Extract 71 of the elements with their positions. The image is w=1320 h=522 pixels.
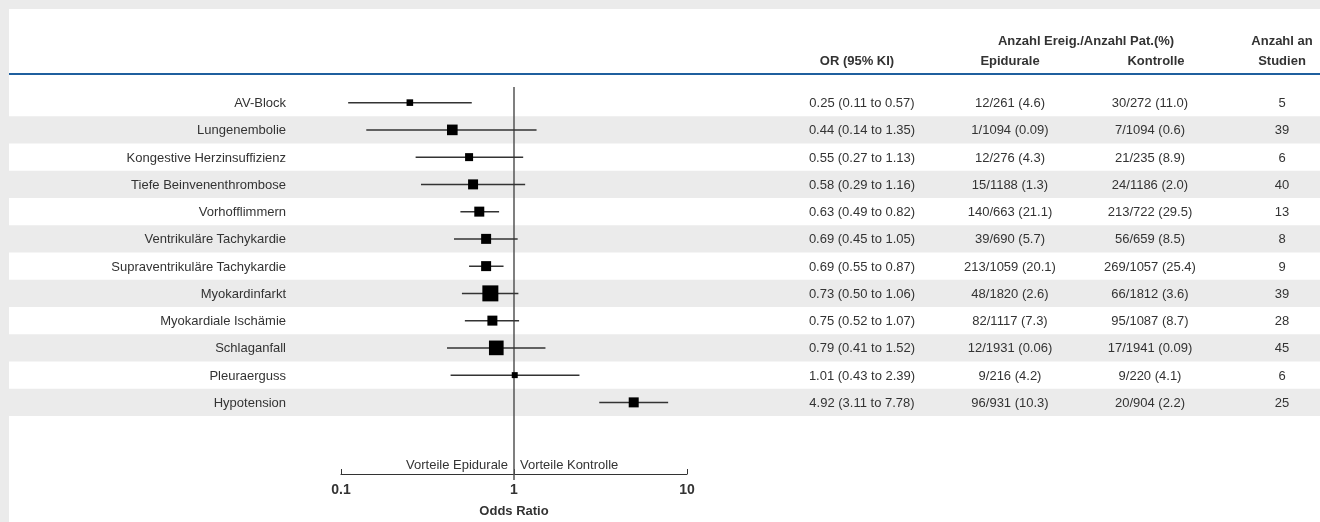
- text: Epidurale: [980, 52, 1040, 68]
- text: 45: [1274, 340, 1290, 356]
- text: Vorteile Epidurale: [406, 456, 508, 472]
- text: 12/1931 (0.06): [967, 340, 1053, 356]
- x-axis-title: Odds Ratio: [479, 503, 549, 518]
- y-tick-label: Myokardinfarkt: [200, 285, 287, 301]
- text: 5: [1278, 95, 1286, 111]
- y-tick-label: Lungenembolie: [197, 122, 286, 138]
- text: Anzahl Ereig./Anzahl Pat.(%): [997, 32, 1175, 48]
- text: Anzahl an Studien: [1251, 32, 1313, 68]
- text: 66/1812 (3.6): [1111, 285, 1189, 301]
- text: 213/722 (29.5): [1107, 204, 1193, 220]
- text: 1/1094 (0.09): [971, 122, 1049, 138]
- y-tick-label: Ventrikuläre Tachykardie: [144, 231, 286, 247]
- y-tick-label: Hypotension: [213, 394, 286, 410]
- data-label: 0.44 (0.14 to 1.35): [808, 122, 916, 138]
- data-label: 0.75 (0.52 to 1.07): [808, 313, 916, 329]
- text: 9/220 (4.1): [1118, 367, 1182, 383]
- text: 9: [1278, 258, 1286, 274]
- text: 6: [1278, 367, 1286, 383]
- data-label: 4.92 (3.11 to 7.78): [809, 394, 915, 410]
- x-tick-label: 10: [679, 481, 695, 497]
- y-tick-label: AV-Block: [234, 95, 287, 111]
- text: 213/1059 (20.1): [964, 258, 1056, 274]
- text: 12/261 (4.6): [974, 95, 1046, 111]
- text: 12/276 (4.3): [974, 149, 1046, 165]
- y-tick-label: Supraventrikuläre Tachykardie: [111, 258, 286, 274]
- text: 13: [1274, 204, 1290, 220]
- text: 39/690 (5.7): [974, 231, 1046, 247]
- text: 39: [1274, 122, 1290, 138]
- text: 9/216 (4.2): [978, 367, 1042, 383]
- y-tick-label: Pleuraerguss: [209, 367, 287, 383]
- text: 6: [1278, 149, 1286, 165]
- text: 140/663 (21.1): [967, 204, 1053, 220]
- text: 40: [1274, 176, 1290, 192]
- text: 20/904 (2.2): [1114, 394, 1186, 410]
- data-label: 0.69 (0.45 to 1.05): [808, 231, 916, 247]
- data-label: 0.79 (0.41 to 1.52): [808, 340, 916, 356]
- x-tick-label: 0.1: [331, 481, 351, 497]
- text: Kontrolle: [1127, 52, 1185, 68]
- y-tick-label: Schlaganfall: [215, 340, 287, 356]
- text: 17/1941 (0.09): [1107, 340, 1193, 356]
- x-tick-label: 1: [510, 481, 519, 497]
- text: 269/1057 (25.4): [1104, 258, 1196, 274]
- text: 28: [1274, 313, 1290, 329]
- text: 15/1188 (1.3): [971, 176, 1049, 192]
- text: 8: [1278, 231, 1286, 247]
- data-label: 1.01 (0.43 to 2.39): [808, 367, 916, 383]
- text: 82/1117 (7.3): [972, 313, 1048, 329]
- text: 56/659 (8.5): [1114, 231, 1186, 247]
- data-label: 0.73 (0.50 to 1.06): [808, 285, 916, 301]
- text: 95/1087 (8.7): [1111, 313, 1189, 329]
- data-label: 0.69 (0.55 to 0.87): [808, 258, 916, 274]
- text: Vorteile Kontrolle: [520, 456, 619, 472]
- text: 25: [1274, 394, 1290, 410]
- y-tick-label: Tiefe Beinvenenthrombose: [131, 176, 286, 192]
- y-tick-label: Myokardiale Ischämie: [160, 313, 286, 329]
- data-label: 0.58 (0.29 to 1.16): [808, 176, 916, 192]
- text: OR (95% KI): [819, 52, 895, 68]
- y-tick-label: Vorhofflimmern: [198, 204, 286, 220]
- text: 30/272 (11.0): [1111, 95, 1189, 111]
- text: 48/1820 (2.6): [971, 285, 1049, 301]
- data-label: 0.63 (0.49 to 0.82): [808, 204, 916, 220]
- text: 7/1094 (0.6): [1114, 122, 1186, 138]
- text: 39: [1274, 285, 1290, 301]
- data-label: 0.25 (0.11 to 0.57): [809, 95, 915, 111]
- text: 21/235 (8.9): [1114, 149, 1186, 165]
- y-tick-label: Kongestive Herzinsuffizienz: [126, 149, 286, 165]
- text: 24/1186 (2.0): [1111, 176, 1189, 192]
- data-label: 0.55 (0.27 to 1.13): [808, 149, 916, 165]
- text: 96/931 (10.3): [971, 394, 1049, 410]
